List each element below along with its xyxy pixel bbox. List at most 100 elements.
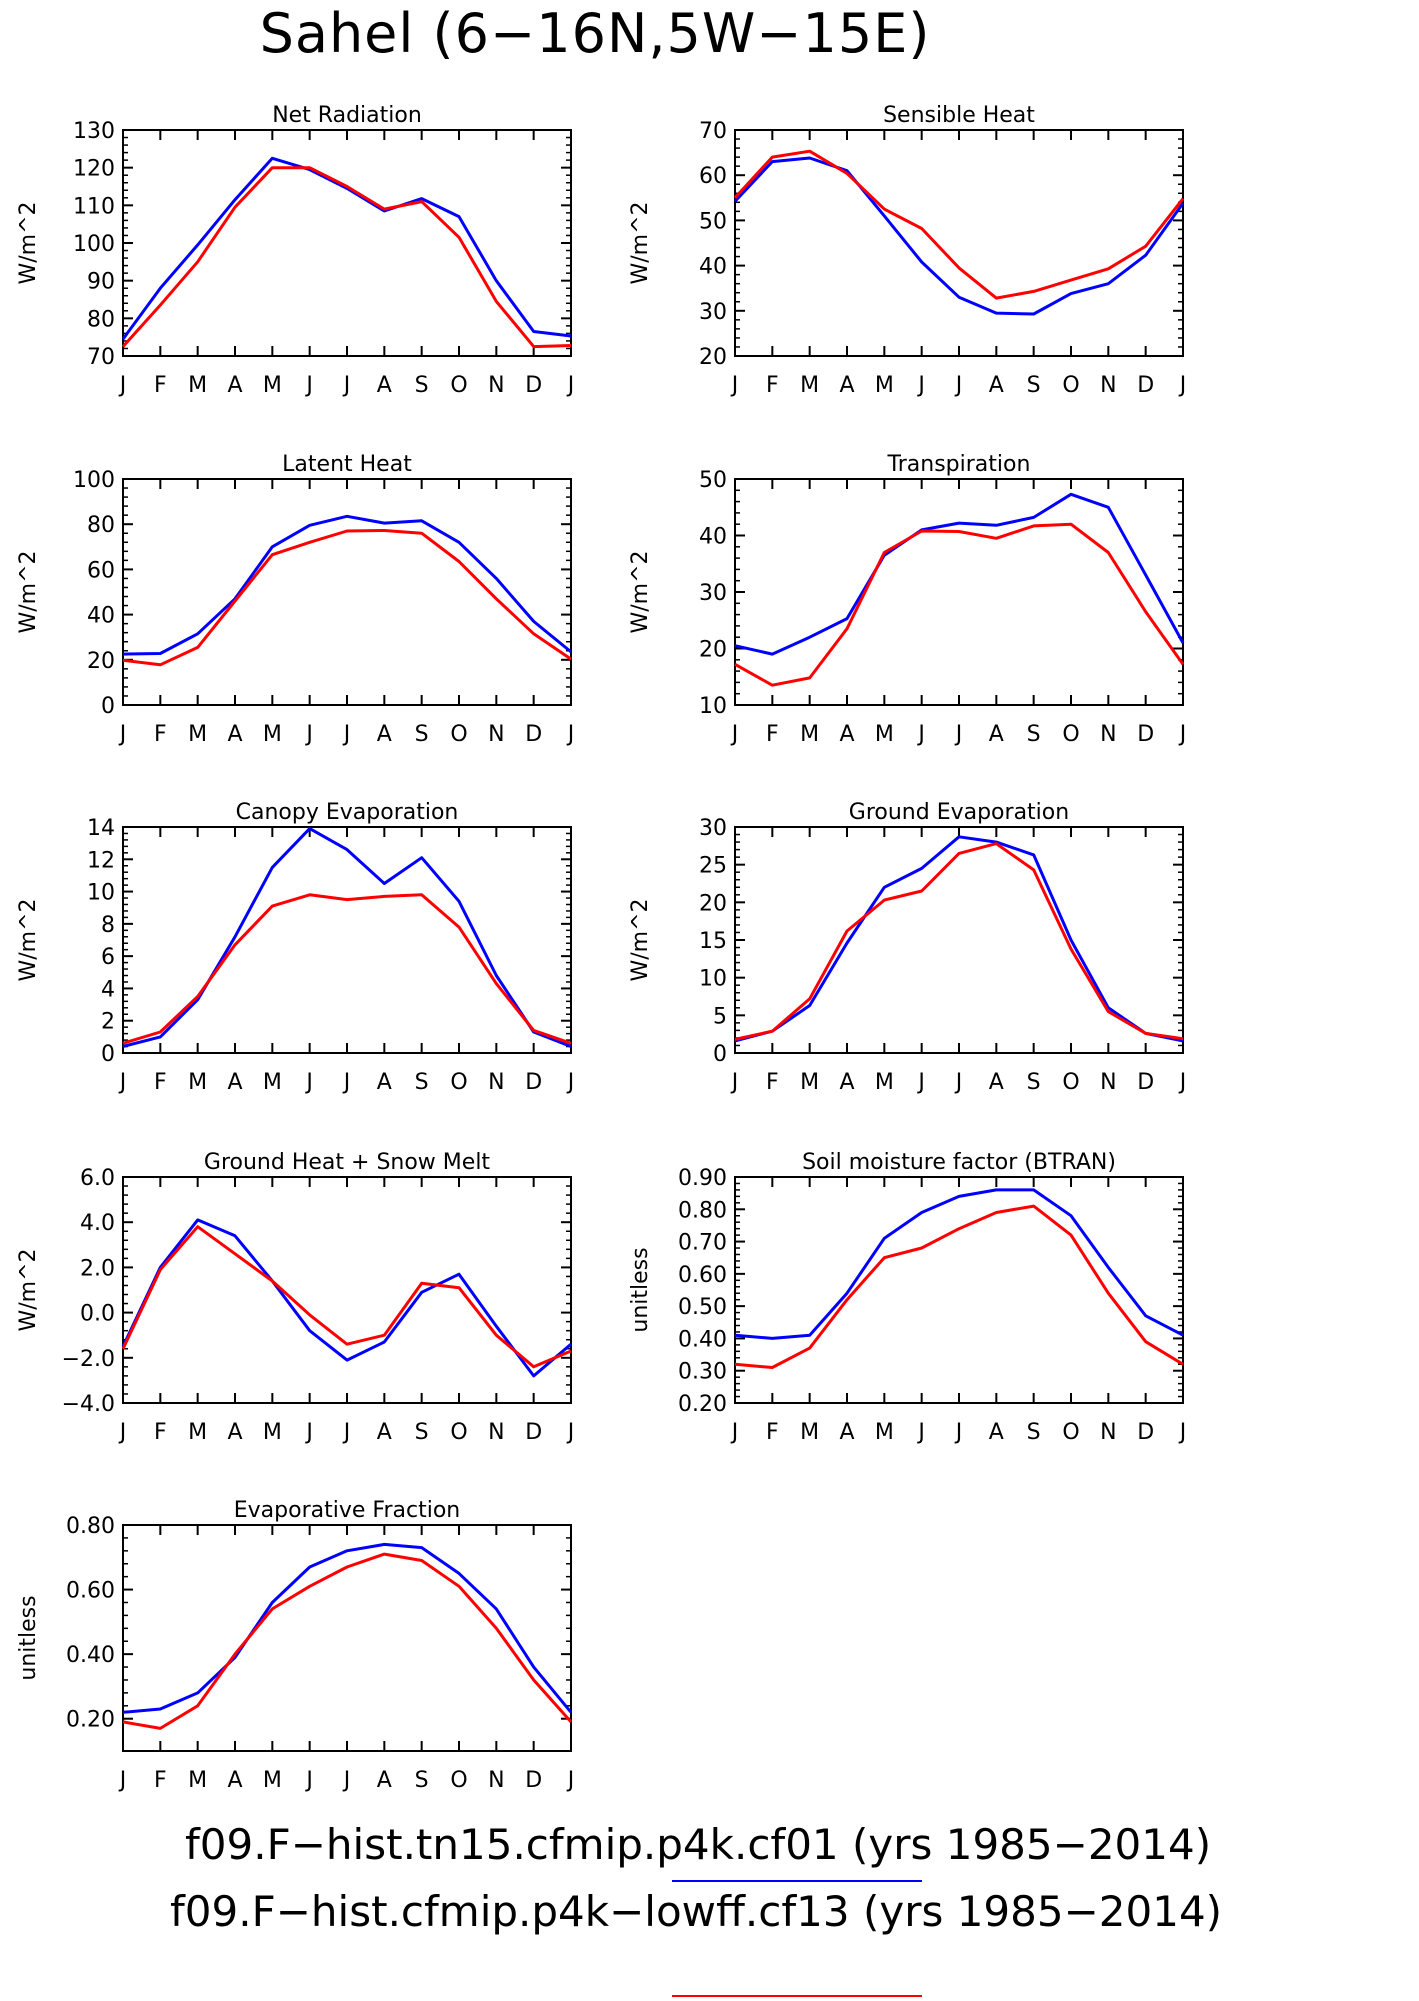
y-tick-label: 100	[73, 468, 115, 493]
x-tick-label: A	[377, 722, 392, 747]
x-tick-label: A	[227, 373, 242, 398]
legend-entry-cf01: f09.F−hist.tn15.cfmip.p4k.cf01 (yrs 1985…	[185, 1820, 1212, 1869]
y-axis-label: W/m^2	[16, 898, 41, 981]
x-tick-label: O	[1062, 722, 1079, 747]
x-tick-label: O	[450, 373, 467, 398]
series-line-blue	[734, 1188, 1184, 1340]
x-tick-label: M	[875, 1070, 894, 1095]
y-tick-label: 120	[73, 157, 115, 182]
x-tick-label: N	[488, 722, 504, 747]
y-tick-label: 110	[73, 194, 115, 219]
x-tick-label: N	[488, 373, 504, 398]
x-tick-label: A	[839, 1070, 854, 1095]
y-tick-label: 30	[699, 816, 727, 841]
y-tick-label: 4.0	[80, 1211, 115, 1236]
y-tick-label: 30	[699, 581, 727, 606]
series-line-red	[734, 842, 1184, 1041]
y-axis-label: W/m^2	[16, 550, 41, 633]
panel-title: Ground Heat + Snow Melt	[204, 1150, 491, 1175]
x-tick-label: A	[227, 1070, 242, 1095]
plot-frame	[122, 826, 572, 1054]
x-tick-label: M	[188, 1420, 207, 1445]
x-tick-label: A	[227, 1768, 242, 1793]
x-tick-label: J	[954, 1070, 963, 1095]
figure-title: Sahel (6−16N,5W−15E)	[259, 2, 931, 65]
x-tick-label: J	[916, 1070, 925, 1095]
x-tick-label: M	[800, 1420, 819, 1445]
plot-frame	[122, 129, 572, 357]
y-axis-label: unitless	[628, 1247, 653, 1332]
y-axis-label: W/m^2	[628, 898, 653, 981]
x-tick-label: F	[154, 1070, 167, 1095]
x-tick-label: N	[488, 1420, 504, 1445]
series-line-red	[121, 166, 572, 349]
panel-title: Canopy Evaporation	[236, 800, 459, 825]
y-tick-label: −2.0	[62, 1347, 115, 1372]
x-tick-label: S	[1027, 1070, 1041, 1095]
x-tick-label: A	[227, 1420, 242, 1445]
y-tick-label: 0.0	[80, 1302, 115, 1327]
y-tick-label: 0	[101, 694, 115, 719]
x-tick-label: J	[342, 1768, 351, 1793]
y-axis-label: W/m^2	[628, 201, 653, 284]
x-tick-label: F	[766, 1420, 779, 1445]
x-tick-label: J	[954, 373, 963, 398]
x-tick-label: J	[954, 722, 963, 747]
x-tick-label: J	[916, 373, 925, 398]
series-line-blue	[733, 156, 1185, 316]
x-tick-label: N	[488, 1768, 504, 1793]
y-tick-label: 0.60	[678, 1263, 727, 1288]
panel-title: Sensible Heat	[883, 103, 1035, 128]
x-tick-label: J	[304, 1070, 313, 1095]
panel-title: Net Radiation	[272, 103, 422, 128]
y-tick-label: 10	[699, 694, 727, 719]
series-line-blue	[122, 514, 572, 656]
x-tick-label: F	[766, 373, 779, 398]
x-tick-label: D	[1137, 1420, 1154, 1445]
x-tick-label: F	[154, 1768, 167, 1793]
y-tick-label: 0	[101, 1042, 115, 1067]
y-axis-label: W/m^2	[16, 201, 41, 284]
x-tick-label: M	[188, 1070, 207, 1095]
y-tick-label: 0.20	[678, 1392, 727, 1417]
x-tick-label: S	[1027, 1420, 1041, 1445]
x-tick-label: A	[377, 373, 392, 398]
y-tick-label: 0.30	[678, 1360, 727, 1385]
x-tick-label: N	[1100, 1070, 1116, 1095]
y-tick-label: 8	[101, 913, 115, 938]
x-tick-label: A	[839, 722, 854, 747]
x-tick-label: O	[450, 1768, 467, 1793]
x-tick-label: J	[1178, 1420, 1187, 1445]
x-tick-label: D	[1137, 722, 1154, 747]
y-tick-label: 40	[699, 255, 727, 280]
y-tick-label: −4.0	[62, 1392, 115, 1417]
series-line-blue	[122, 827, 572, 1048]
y-tick-label: 25	[699, 854, 727, 879]
y-tick-label: 5	[713, 1004, 727, 1029]
x-tick-label: M	[263, 373, 282, 398]
series-line-red	[121, 1225, 572, 1369]
y-tick-label: 20	[699, 891, 727, 916]
panel-title: Ground Evaporation	[849, 800, 1069, 825]
x-tick-label: D	[1137, 1070, 1154, 1095]
x-tick-label: J	[730, 722, 739, 747]
x-tick-label: S	[415, 1070, 429, 1095]
y-tick-label: 40	[699, 525, 727, 550]
y-tick-label: 50	[699, 468, 727, 493]
y-tick-label: 0.40	[66, 1643, 115, 1668]
x-tick-label: N	[1100, 373, 1116, 398]
x-tick-label: J	[304, 373, 313, 398]
x-tick-label: J	[304, 1768, 313, 1793]
y-tick-label: 130	[73, 119, 115, 144]
series-line-red	[122, 529, 572, 667]
series-line-blue	[734, 835, 1184, 1043]
y-tick-label: 0.90	[678, 1166, 727, 1191]
y-tick-label: 20	[87, 649, 115, 674]
y-axis-label: W/m^2	[628, 550, 653, 633]
series-line-blue	[122, 1542, 573, 1714]
y-axis-label: W/m^2	[16, 1248, 41, 1331]
